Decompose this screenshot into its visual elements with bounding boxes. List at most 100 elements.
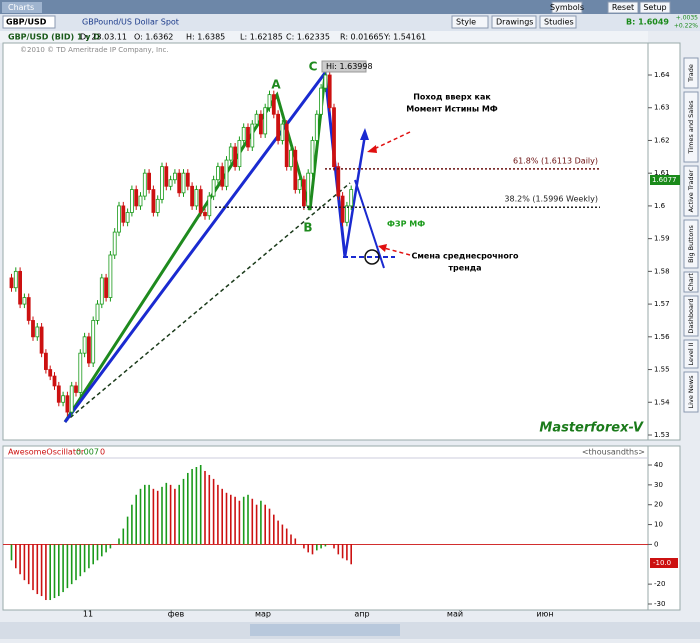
candle <box>82 336 87 354</box>
x-label: май <box>447 610 463 619</box>
side-tab[interactable] <box>683 57 699 89</box>
candle <box>254 113 259 125</box>
y-tick-label: 1.56 <box>654 333 670 341</box>
annotation: ФЗР МФ <box>387 220 425 229</box>
x-label: фев <box>168 610 185 619</box>
candle <box>332 107 336 168</box>
button-label: Symbols <box>550 3 584 12</box>
window-title: Charts <box>8 3 34 12</box>
candle <box>74 385 78 393</box>
fib-label: 38.2% (1.5996 Weekly) <box>504 195 598 204</box>
y-tick-label: 1.61 <box>654 169 670 177</box>
side-tab[interactable] <box>683 295 699 337</box>
candle <box>263 107 268 135</box>
oscillator-name: AwesomeOscillator <box>8 448 85 457</box>
candle <box>125 212 130 223</box>
side-tab[interactable] <box>683 165 699 217</box>
annotation: тренда <box>448 264 481 273</box>
symbol-box[interactable] <box>2 15 56 29</box>
candle <box>185 172 190 187</box>
fib-label: 61.8% (1.6113 Daily) <box>513 156 598 165</box>
y-tick-label: 30 <box>654 481 663 489</box>
candle <box>117 205 121 233</box>
info-field: D: 23.03.11 <box>80 33 127 42</box>
candle <box>26 297 31 321</box>
button[interactable] <box>639 1 671 14</box>
candle <box>211 179 216 197</box>
candle <box>129 189 134 213</box>
y-tick-label: 1.55 <box>654 366 670 374</box>
candle <box>181 172 186 194</box>
side-tab-label: Trade <box>687 64 695 83</box>
button[interactable] <box>607 1 639 14</box>
y-tick-label: 0 <box>654 540 658 548</box>
x-label: мар <box>255 610 271 619</box>
oscillator-current-box <box>650 558 678 568</box>
candle <box>164 166 169 187</box>
support-line <box>64 182 351 423</box>
candle <box>194 189 199 207</box>
y-tick-label: 1.59 <box>654 235 670 243</box>
y-tick-label: 1.62 <box>654 136 670 144</box>
side-tab[interactable] <box>683 271 699 293</box>
info-field: Y: 1.54161 <box>383 33 426 42</box>
tool-button[interactable] <box>491 15 537 29</box>
y-tick-label: 1.54 <box>654 398 670 406</box>
oscillator-units: <thousandths> <box>582 448 645 457</box>
price-axis <box>647 42 681 441</box>
side-tab[interactable] <box>683 339 699 369</box>
candle <box>284 123 289 168</box>
circle-mark <box>364 249 380 265</box>
candle <box>314 113 319 141</box>
wave-point: C <box>309 60 318 74</box>
change: +.0035 <box>676 15 698 22</box>
candle <box>142 172 147 197</box>
tool-button[interactable] <box>451 15 489 29</box>
title-bar <box>0 0 700 14</box>
hi-box <box>321 60 367 73</box>
candle <box>44 352 48 370</box>
tool-button[interactable] <box>539 15 577 29</box>
candle <box>301 179 306 207</box>
side-tab-label: Times and Sales <box>687 100 695 155</box>
scroll-thumb[interactable] <box>250 624 400 636</box>
candle <box>61 395 65 403</box>
side-tab[interactable] <box>683 371 699 413</box>
candle <box>13 270 18 289</box>
candle <box>155 198 160 213</box>
candle <box>65 395 70 413</box>
y-tick-label: -20 <box>654 580 665 588</box>
candle <box>246 126 250 148</box>
candle <box>228 146 233 161</box>
copyright: ©2010 © TD Ameritrade IP Company, Inc. <box>20 46 169 54</box>
info-field: O: 1.6362 <box>134 33 173 42</box>
candle <box>35 326 40 338</box>
candle <box>95 303 100 321</box>
button-label: Reset <box>612 3 634 12</box>
candle <box>121 205 126 223</box>
hi-label: Hi: 1.63998 <box>326 62 373 71</box>
y-tick-label: 40 <box>654 461 663 469</box>
oscillator-value: 0.007 <box>76 448 99 457</box>
side-tab[interactable] <box>683 91 699 163</box>
candle <box>69 385 74 413</box>
oscillator-zero: 0 <box>100 448 105 457</box>
side-tab[interactable] <box>683 219 699 269</box>
x-label: июн <box>536 610 553 619</box>
candle <box>48 369 53 377</box>
candle <box>237 140 242 168</box>
y-tick-label: 1.53 <box>654 431 670 439</box>
candle <box>327 74 332 109</box>
tab[interactable] <box>2 2 42 13</box>
candle <box>31 320 35 338</box>
y-tick-label: 1.64 <box>654 71 670 79</box>
info-field: C: 1.62335 <box>286 33 330 42</box>
candle <box>293 149 298 190</box>
button[interactable] <box>551 1 583 14</box>
price-panel <box>2 42 649 441</box>
side-tab-label: Chart <box>687 273 695 291</box>
candle <box>198 189 203 213</box>
symbol: GBP/USD <box>6 18 47 27</box>
info-field: L: 1.62185 <box>240 33 283 42</box>
x-label: 11 <box>83 610 93 619</box>
